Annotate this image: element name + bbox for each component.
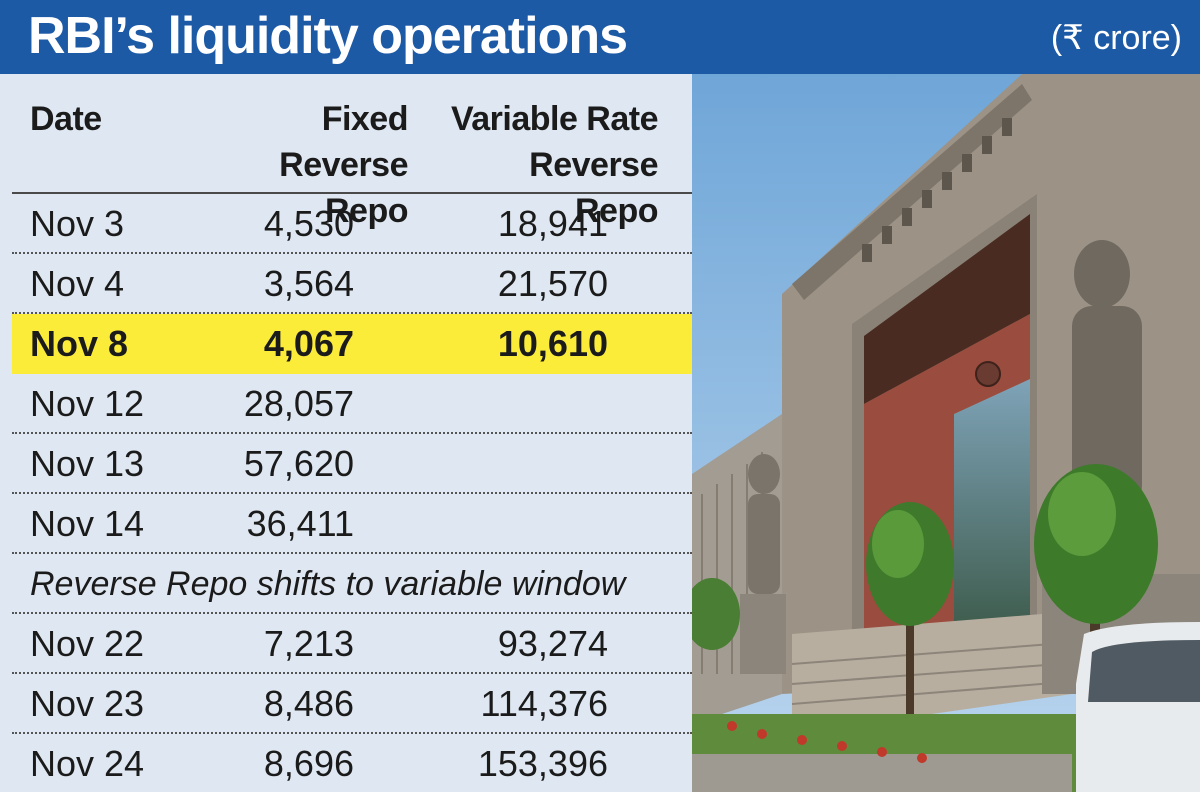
date-cell: Nov 8 [30,323,129,364]
date-cell: Nov 12 [30,383,145,424]
row-divider [12,672,692,674]
table-row: Nov 23 8,486 114,376 [12,674,692,734]
fixed-reverse-repo-cell: 8,696 [263,743,354,784]
table-row: Nov 24 8,696 153,396 [12,734,692,792]
column-header-fixed: Fixed Reverse Repo [196,96,408,234]
column-header-line: Variable Rate [450,100,659,138]
fixed-reverse-repo-cell: 36,411 [246,503,354,544]
variable-reverse-repo-cell: 93,274 [497,623,608,664]
column-header-line: Date [30,100,102,138]
building-facade-photo [692,74,1200,792]
column-header-date: Date [30,96,102,142]
table-row-highlighted: Nov 8 4,067 10,610 [12,314,692,374]
variable-reverse-repo-cell: 18,941 [497,203,608,244]
row-divider [12,312,692,314]
fixed-reverse-repo-cell: 57,620 [243,443,354,484]
table-row: Nov 22 7,213 93,274 [12,614,692,674]
date-cell: Nov 4 [30,263,125,304]
row-divider [12,252,692,254]
table-row: Nov 14 36,411 [12,494,692,554]
fixed-reverse-repo-cell: 4,530 [263,203,354,244]
variable-reverse-repo-cell: 10,610 [497,323,608,364]
date-cell: Nov 3 [30,203,125,244]
row-divider [12,492,692,494]
table-row: Nov 13 57,620 [12,434,692,494]
row-divider [12,612,692,614]
fixed-reverse-repo-cell: 8,486 [263,683,354,724]
row-divider [12,552,692,554]
row-divider [12,732,692,734]
column-header-line: Reverse Repo [529,146,658,230]
unit-label: (₹ crore) [1050,19,1182,57]
table-row: Nov 4 3,564 21,570 [12,254,692,314]
variable-reverse-repo-cell: 21,570 [497,263,608,304]
date-cell: Nov 24 [30,743,145,784]
table-row: Nov 12 28,057 [12,374,692,434]
fixed-reverse-repo-cell: 7,213 [263,623,354,664]
date-cell: Nov 13 [30,443,145,484]
table-note-row: Reverse Repo shifts to variable window [12,554,692,614]
date-cell: Nov 22 [30,623,145,664]
column-header-line: Fixed [321,100,409,138]
variable-reverse-repo-cell: 114,376 [480,683,608,724]
column-header-line: Reverse Repo [279,146,408,230]
data-table: Date Fixed Reverse Repo Variable Rate Reve… [0,74,692,792]
column-header-variable: Variable Rate Reverse Repo [440,96,659,234]
row-divider [12,432,692,434]
fixed-reverse-repo-cell: 28,057 [243,383,354,424]
header-divider [12,192,692,194]
date-cell: Nov 23 [30,683,145,724]
table-row: Nov 3 4,530 18,941 [12,194,692,254]
page-title: RBI’s liquidity operations [28,7,628,65]
variable-reverse-repo-cell: 153,396 [477,743,608,784]
fixed-reverse-repo-cell: 4,067 [263,323,354,364]
fixed-reverse-repo-cell: 3,564 [263,263,354,304]
header-banner: RBI’s liquidity operations (₹ crore) [0,0,1200,74]
note-text: Reverse Repo shifts to variable window [30,565,626,603]
date-cell: Nov 14 [30,503,145,544]
